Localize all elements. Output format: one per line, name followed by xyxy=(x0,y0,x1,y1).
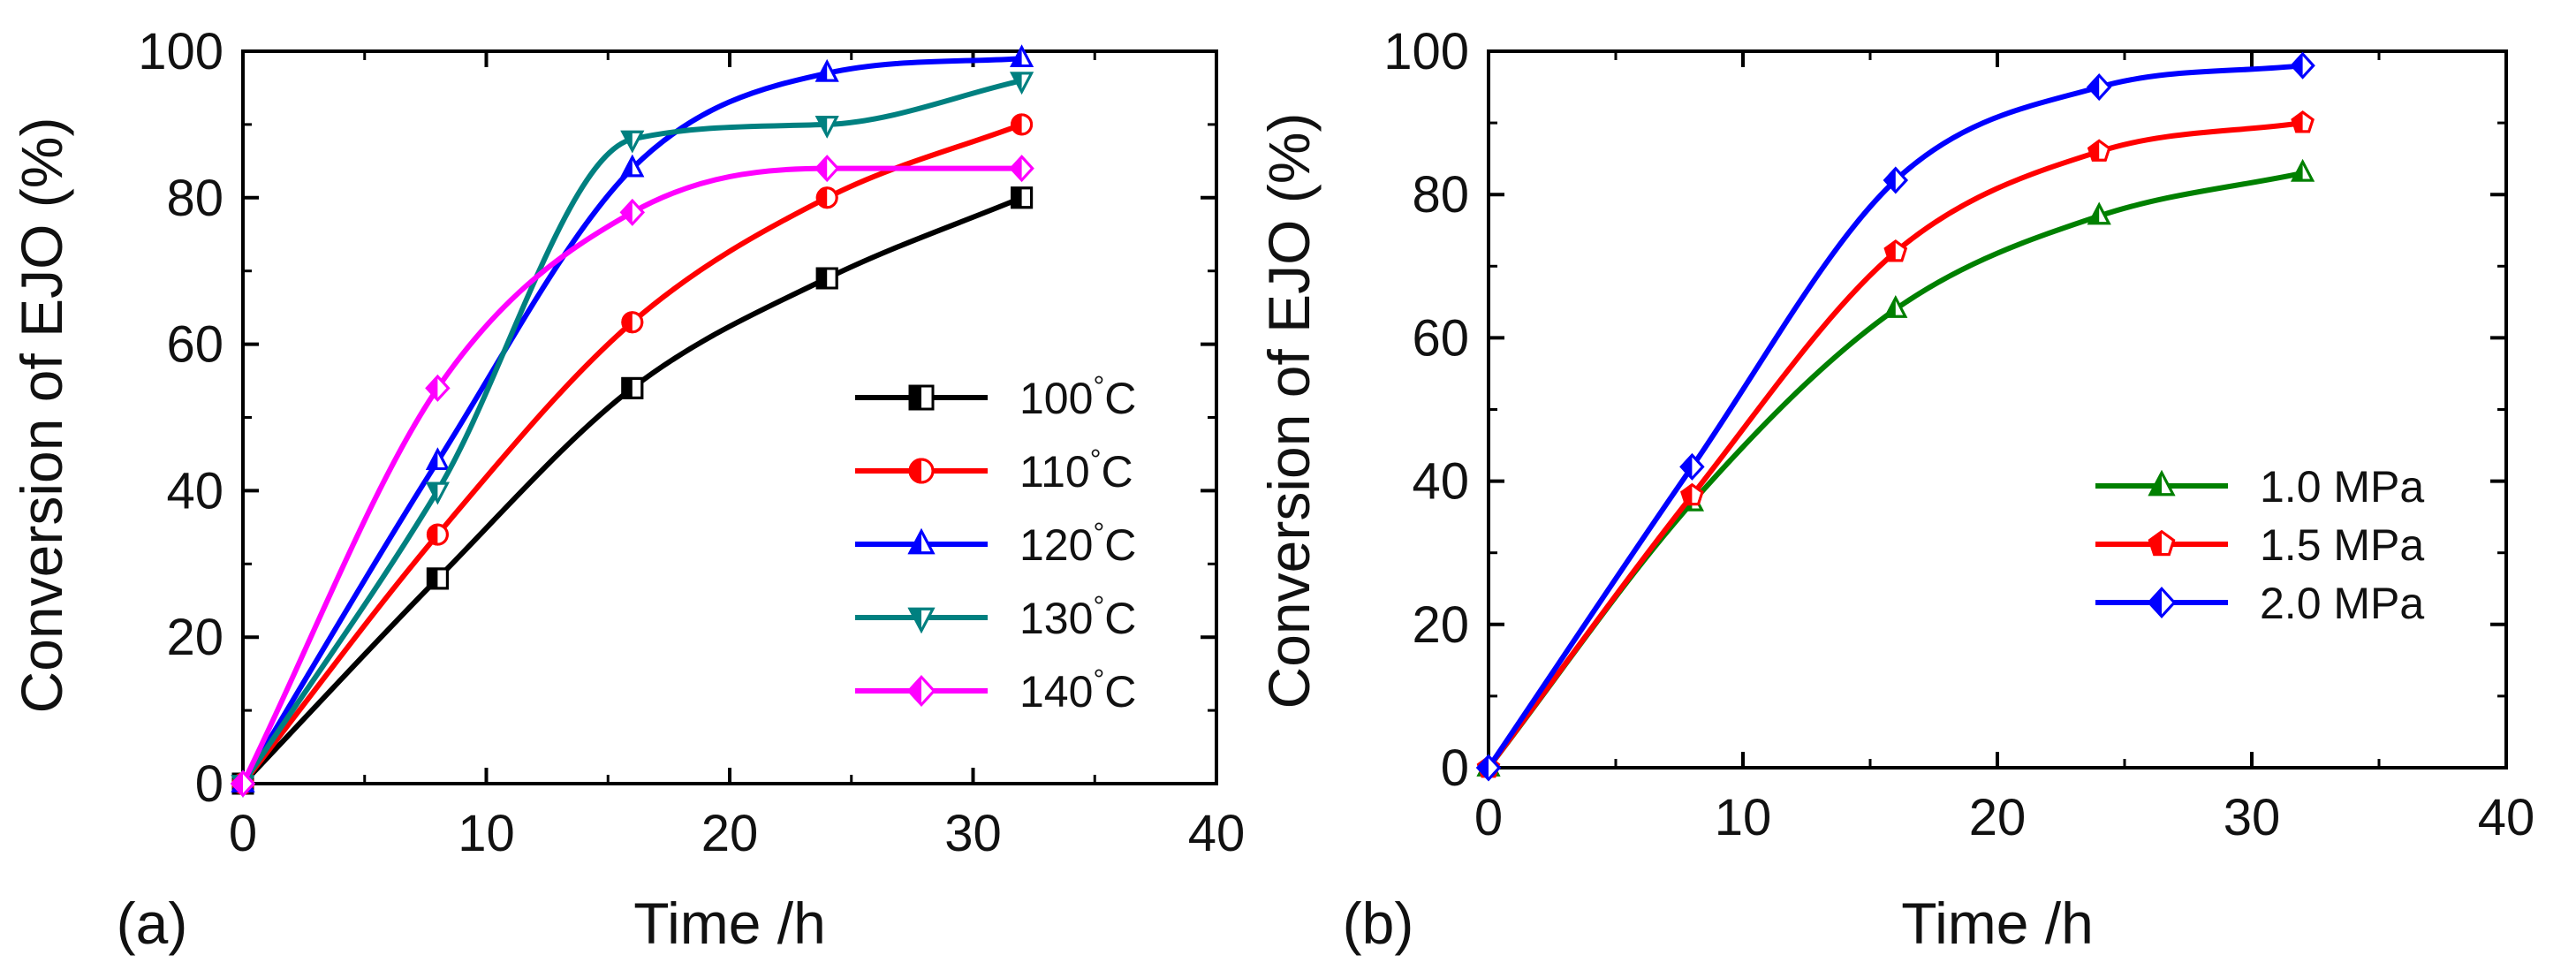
legend-marker xyxy=(907,527,936,555)
data-point xyxy=(1679,452,1705,481)
x-axis-title: Time /h xyxy=(633,891,826,956)
legend-label: 140°C xyxy=(1019,663,1136,716)
panel-label: (a) xyxy=(117,891,188,956)
x-tick-label: 10 xyxy=(458,805,515,862)
x-tick-label: 20 xyxy=(701,805,759,862)
x-tick-label: 0 xyxy=(1474,789,1503,846)
legend: 100°C 110°C 120°C 130°C 140°C xyxy=(855,370,1136,716)
x-axis-title: Time /h xyxy=(1901,891,2094,956)
series-line xyxy=(1486,63,2306,770)
data-point xyxy=(815,186,838,209)
data-point xyxy=(230,770,256,798)
data-point xyxy=(1011,186,1034,209)
x-tick-label: 30 xyxy=(2224,789,2281,846)
legend-label: 1.0 MPa xyxy=(2260,462,2424,512)
x-tick-label: 20 xyxy=(1969,789,2027,846)
x-tick-label: 30 xyxy=(944,805,1002,862)
data-point xyxy=(1883,295,1908,318)
series-0 xyxy=(231,186,1034,795)
data-point xyxy=(1010,44,1034,68)
y-tick-label: 40 xyxy=(166,462,224,519)
legend-marker xyxy=(2148,469,2176,497)
legend-label: 100°C xyxy=(1019,370,1136,423)
legend-label: 1.5 MPa xyxy=(2260,520,2424,570)
data-point xyxy=(2291,158,2315,182)
legend-marker xyxy=(907,607,936,634)
data-point xyxy=(621,376,644,399)
y-axis-title: Conversion of EJO (%) xyxy=(1256,113,1322,709)
data-point xyxy=(2087,139,2111,162)
y-axis-title: Conversion of EJO (%) xyxy=(9,118,74,714)
data-point xyxy=(2087,73,2112,101)
legend-label: 2.0 MPa xyxy=(2260,579,2424,628)
y-tick-label: 100 xyxy=(1383,23,1469,80)
data-point xyxy=(814,155,840,183)
y-tick-label: 0 xyxy=(195,755,224,813)
legend-marker xyxy=(908,384,935,411)
panel-b: 0 10 20 30 40 0 20 40 60 80 100 Time /h Conversion o… xyxy=(1256,23,2534,956)
x-tick-label: 10 xyxy=(1715,789,1772,846)
legend-marker xyxy=(2148,529,2176,557)
data-point xyxy=(621,311,644,334)
data-point xyxy=(2087,201,2111,225)
y-tick-label: 20 xyxy=(166,609,224,666)
data-point xyxy=(1680,482,1704,506)
data-point xyxy=(425,481,450,505)
data-point xyxy=(814,116,839,139)
panel-label: (b) xyxy=(1343,891,1414,956)
series-line xyxy=(240,165,1025,786)
series-line xyxy=(1486,120,2306,770)
data-point xyxy=(425,374,451,402)
y-tick-label: 80 xyxy=(166,170,224,227)
series-line xyxy=(240,121,1025,786)
legend-label: 130°C xyxy=(1019,590,1136,643)
data-point xyxy=(619,198,645,226)
legend-label: 120°C xyxy=(1019,517,1136,570)
data-point xyxy=(425,447,450,470)
y-tick-label: 0 xyxy=(1441,739,1469,797)
data-point xyxy=(1883,239,1908,262)
data-point xyxy=(426,523,449,546)
series-2 xyxy=(231,44,1034,792)
panel-a: 0 10 20 30 40 0 20 40 60 80 100 Time /h Conversion o… xyxy=(9,23,1245,956)
data-point xyxy=(1009,155,1034,183)
plot-frame xyxy=(1487,49,2508,770)
data-point xyxy=(1010,72,1034,95)
series-line xyxy=(1486,170,2306,770)
series-line xyxy=(240,78,1025,786)
series-line xyxy=(240,56,1025,786)
data-point xyxy=(620,154,645,178)
x-tick-label: 0 xyxy=(229,805,257,862)
data-point xyxy=(2290,51,2315,80)
y-tick-label: 80 xyxy=(1412,166,1469,224)
data-point xyxy=(1475,754,1502,782)
legend-label: 110°C xyxy=(1019,444,1133,497)
legend-marker xyxy=(908,458,935,484)
y-tick-label: 60 xyxy=(166,316,224,374)
data-point xyxy=(1883,166,1908,194)
y-tick-label: 20 xyxy=(1412,596,1469,654)
y-tick-label: 100 xyxy=(138,23,224,80)
y-tick-label: 40 xyxy=(1412,453,1469,511)
legend-marker xyxy=(906,675,936,707)
data-point xyxy=(426,567,449,590)
series-4 xyxy=(230,155,1034,798)
series-1 xyxy=(1476,110,2315,778)
legend: 1.0 MPa 1.5 MPa 2.0 MPa xyxy=(2095,462,2424,628)
y-tick-label: 60 xyxy=(1412,309,1469,367)
legend-marker xyxy=(2147,587,2177,618)
x-tick-label: 40 xyxy=(1188,805,1246,862)
x-tick-label: 40 xyxy=(2478,789,2535,846)
series-line xyxy=(240,194,1025,786)
data-point xyxy=(815,267,838,290)
data-point xyxy=(814,58,839,82)
series-2 xyxy=(1475,51,2315,782)
data-point xyxy=(1011,113,1034,136)
data-point xyxy=(2291,110,2315,133)
data-point xyxy=(620,130,645,154)
